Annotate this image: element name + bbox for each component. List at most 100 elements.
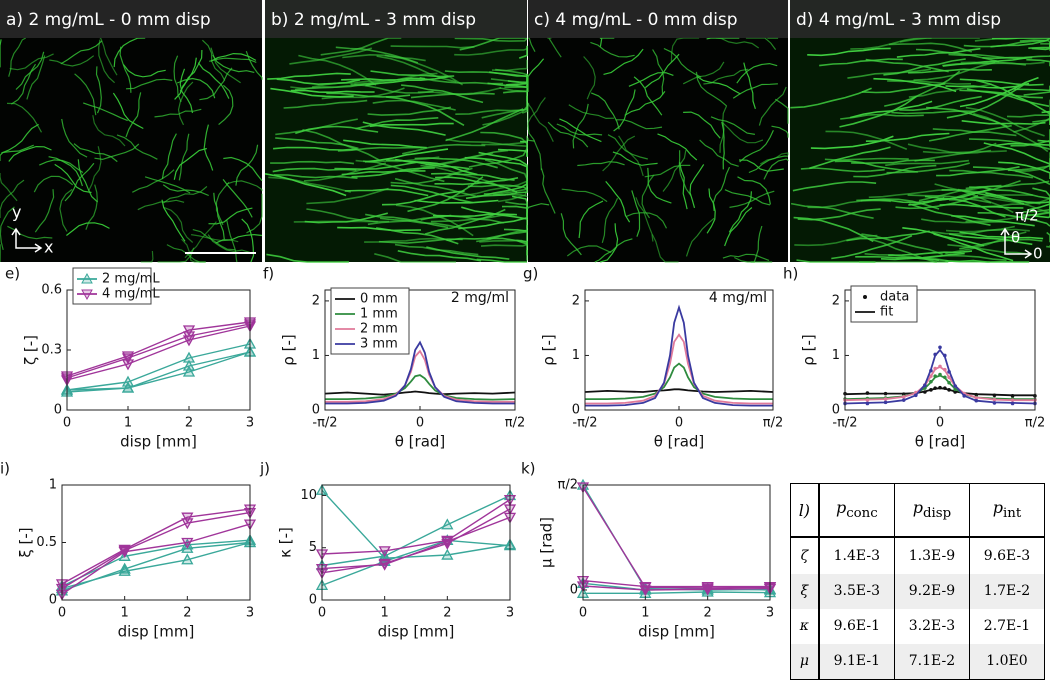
fiber: [577, 161, 625, 167]
fiber: [390, 184, 473, 204]
data-point: [883, 400, 888, 405]
fiber: [334, 161, 418, 171]
y-axis-label: ρ [-]: [540, 334, 558, 365]
fiber: [633, 76, 663, 116]
legend-label: 2 mm: [360, 322, 398, 337]
symbol: p: [835, 498, 847, 518]
cell: ζ: [790, 537, 820, 575]
data-point: [992, 393, 997, 398]
data-point: [938, 364, 942, 369]
fiber: [945, 82, 1030, 89]
fiber: [695, 71, 728, 107]
fiber: [644, 164, 691, 178]
image-label: b) 2 mg/mL - 3 mm disp: [271, 10, 476, 30]
fiber: [928, 124, 1012, 142]
fiber: [372, 99, 456, 111]
fiber: [921, 218, 1006, 224]
fiber: [722, 122, 764, 144]
x-tick-label: -π/2: [312, 416, 337, 431]
fiber: [846, 230, 930, 242]
fiber: [8, 37, 26, 77]
fiber: [223, 156, 263, 182]
fiber: [266, 253, 349, 263]
fiber: [607, 134, 648, 160]
x-tick-label: 0: [58, 606, 66, 621]
cell: μ: [790, 643, 820, 680]
data-point: [947, 388, 951, 392]
x-tick-label: 0: [675, 416, 683, 431]
fiber: [722, 253, 770, 261]
fiber: [395, 204, 474, 237]
fiber: [137, 199, 185, 211]
fiber: [381, 190, 465, 206]
image-label: d) 4 mg/mL - 3 mm disp: [796, 10, 1001, 30]
fiber: [295, 125, 379, 135]
fiber: [306, 187, 389, 205]
fiber: [385, 96, 465, 126]
fiber: [645, 53, 680, 89]
line: [61, 511, 251, 590]
fiber: [612, 151, 658, 166]
fiber: [113, 37, 146, 68]
fiber: [476, 258, 527, 263]
x-tick-label: 1: [381, 606, 389, 621]
marker: [441, 548, 454, 560]
fiber: [750, 225, 763, 263]
data-point: [974, 392, 979, 397]
column-header: pdisp: [894, 483, 970, 539]
fiber: [983, 142, 1050, 170]
fiber: [728, 191, 752, 233]
fiber: [883, 58, 966, 76]
fiber: [797, 208, 881, 221]
fiber: [401, 84, 484, 104]
fiber: [824, 157, 909, 162]
fiber: [54, 163, 92, 194]
fiber: [613, 89, 636, 132]
line: [66, 321, 251, 377]
fiber: [624, 91, 666, 116]
fiber: [948, 53, 1033, 60]
fiber: [163, 206, 194, 243]
fiber: [268, 176, 351, 193]
fiber: [434, 177, 519, 186]
x-tick-label: π/2: [505, 416, 525, 431]
fiber: [734, 256, 773, 263]
data-point: [933, 374, 937, 378]
fiber: [819, 58, 903, 67]
fiber: [369, 122, 454, 128]
data-point: [883, 397, 888, 401]
p-value-table: l) pconc pdisp pint ζ 1.4E-3 1.3E-9 9.6E-3 …: [790, 483, 1046, 680]
y-tick-label: 2: [572, 293, 580, 308]
fiber: [380, 217, 464, 230]
line: [66, 351, 251, 391]
legend-label: 4 mg/mL: [102, 287, 160, 302]
fiber: [0, 173, 18, 202]
line: [324, 390, 516, 396]
x-axis-label: θ [rad]: [654, 433, 705, 451]
legend-marker: [81, 289, 93, 301]
y-tick-label: 0: [312, 403, 320, 418]
fiber: [390, 167, 473, 185]
legend-label: data: [880, 290, 909, 305]
line: [582, 585, 771, 591]
marker: [118, 544, 131, 556]
data-point: [938, 345, 942, 350]
fiber: [311, 79, 396, 88]
fiber: [942, 61, 1026, 67]
fiber: [132, 169, 175, 193]
fiber: [197, 62, 230, 99]
fiber: [679, 162, 688, 210]
panel-label: h): [783, 265, 798, 283]
fiber: [520, 140, 528, 144]
fiber: [39, 159, 84, 173]
fiber: [201, 39, 226, 81]
legend-marker: [863, 295, 867, 299]
x-tick-label: 3: [506, 606, 514, 621]
y-axis-label: ζ [-]: [22, 335, 40, 365]
fiber: [518, 45, 528, 59]
data-point: [923, 390, 927, 394]
fiber: [394, 177, 478, 198]
cell: 9.2E-9: [894, 574, 970, 609]
fiber: [790, 87, 872, 109]
line: [585, 362, 773, 400]
